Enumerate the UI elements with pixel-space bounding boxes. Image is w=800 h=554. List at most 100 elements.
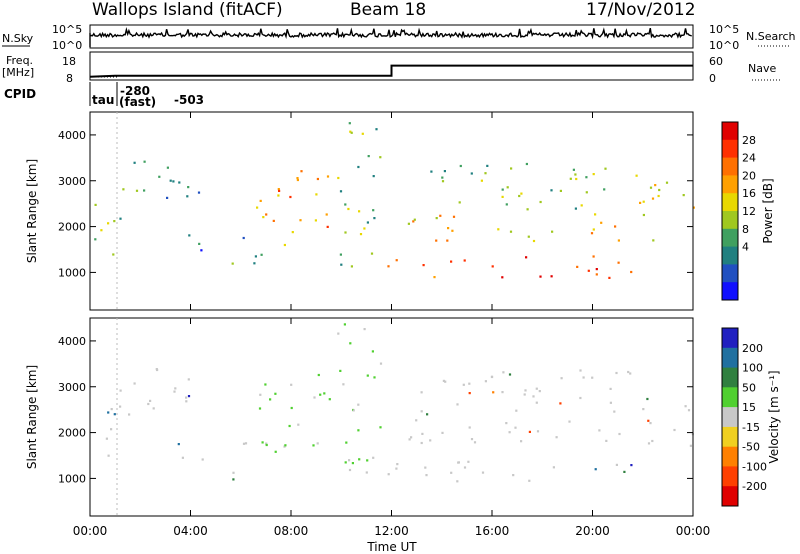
- power-cell: [443, 170, 446, 173]
- velocity-cell: [468, 392, 471, 395]
- velocity-cell: [528, 430, 531, 433]
- power-cell: [682, 194, 685, 197]
- velocity-cell: [505, 422, 508, 425]
- nsky-tick-top: 10^5: [52, 23, 82, 36]
- velocity-cell: [429, 439, 432, 442]
- velocity-cell: [201, 458, 204, 461]
- freq-panel: Freq. [MHz] 18 8 60 0 Nave: [2, 51, 782, 85]
- power-cell: [580, 204, 583, 207]
- beam-title: Beam 18: [350, 0, 426, 20]
- velocity-cell: [366, 374, 369, 377]
- y-tick-label: 1000: [58, 266, 86, 279]
- power-cell: [314, 219, 317, 222]
- power-cell: [370, 252, 374, 255]
- power-cell: [635, 174, 638, 177]
- power-cell: [359, 233, 363, 236]
- power-cell: [576, 265, 579, 268]
- velocity-cell: [366, 459, 369, 462]
- power-cell: [259, 199, 262, 202]
- power-cell: [665, 181, 669, 184]
- velocity-cell: [297, 423, 300, 426]
- power-cell: [94, 203, 97, 206]
- date-title: 17/Nov/2012: [586, 0, 696, 20]
- power-cell: [200, 249, 203, 252]
- velocity-cell: [591, 376, 594, 379]
- power-cell: [325, 213, 328, 216]
- velocity-cell: [357, 429, 360, 432]
- velocity-cell: [396, 463, 399, 466]
- velocity-cell: [284, 444, 287, 447]
- colorbar-tick-label: 4: [742, 241, 749, 254]
- power-cell: [339, 253, 342, 256]
- power-cell: [608, 276, 611, 279]
- velocity-cell: [468, 382, 471, 385]
- cpid-code-1-mode: (fast): [119, 95, 156, 109]
- colorbar-swatch: [722, 407, 738, 428]
- power-cell: [518, 194, 521, 198]
- velocity-cell: [242, 442, 246, 445]
- power-cell: [617, 239, 620, 242]
- power-cell: [375, 128, 378, 131]
- power-cell: [253, 262, 256, 265]
- power-cell: [348, 122, 351, 125]
- power-cell: [256, 206, 259, 209]
- colorbar-swatch: [722, 426, 738, 448]
- power-cell: [242, 236, 245, 240]
- colorbar-tick-label: 12: [742, 205, 756, 218]
- x-tick-label: 16:00: [475, 524, 510, 538]
- velocity-cell: [379, 426, 382, 429]
- power-cell: [357, 165, 360, 169]
- power-cell: [379, 156, 382, 159]
- power-cell: [278, 189, 281, 192]
- power-colorbar: 28 24 20 16 12 8 4: [721, 121, 756, 301]
- velocity-cell: [508, 431, 511, 434]
- colorbar-swatch: [722, 328, 738, 349]
- power-cell: [107, 222, 110, 225]
- power-cell: [491, 265, 494, 268]
- velocity-cell: [348, 459, 351, 462]
- x-tick-label: 20:00: [575, 524, 610, 538]
- colorbar-swatch: [722, 246, 738, 265]
- velocity-cell: [107, 411, 110, 414]
- velocity-cell: [337, 332, 340, 335]
- velocity-cell: [173, 390, 176, 393]
- x-tick-label: 00:00: [676, 524, 711, 538]
- velocity-cell: [420, 441, 423, 445]
- velocity-cell: [613, 410, 616, 413]
- velocity-cell: [444, 380, 447, 383]
- velocity-cell: [468, 426, 471, 429]
- colorbar-tick-label: 16: [742, 187, 756, 200]
- velocity-cell: [283, 445, 286, 448]
- power-cell: [441, 176, 444, 179]
- power-cell: [509, 230, 513, 233]
- velocity-cell: [328, 398, 331, 401]
- velocity-frame: [89, 317, 694, 517]
- power-cell: [595, 273, 598, 276]
- velocity-cell: [647, 419, 650, 422]
- colorbar-tick-label: 200: [742, 342, 763, 355]
- power-cell: [296, 177, 299, 180]
- velocity-cell: [421, 432, 424, 435]
- colorbar-tick-label: 28: [742, 134, 756, 147]
- velocity-cell: [319, 393, 322, 396]
- power-cell: [574, 173, 577, 176]
- power-cell: [198, 242, 201, 245]
- power-cell: [407, 222, 410, 225]
- power-cell: [639, 201, 642, 204]
- power-cell: [112, 253, 115, 256]
- colorbar-tick-label: 20: [742, 169, 756, 182]
- nsearch-tick-top: 10^5: [709, 23, 739, 36]
- velocity-cell: [352, 409, 355, 412]
- power-cell: [133, 161, 136, 164]
- velocity-cell: [651, 439, 654, 443]
- power-cell: [501, 188, 504, 191]
- power-cell: [575, 177, 578, 181]
- velocity-cell: [110, 408, 113, 411]
- power-cell: [450, 260, 453, 263]
- velocity-cell: [290, 383, 293, 386]
- velocity-cell: [490, 375, 494, 378]
- velocity-cell: [535, 387, 538, 390]
- power-cell: [525, 162, 528, 166]
- power-cell: [283, 243, 286, 247]
- velocity-cell: [373, 376, 376, 379]
